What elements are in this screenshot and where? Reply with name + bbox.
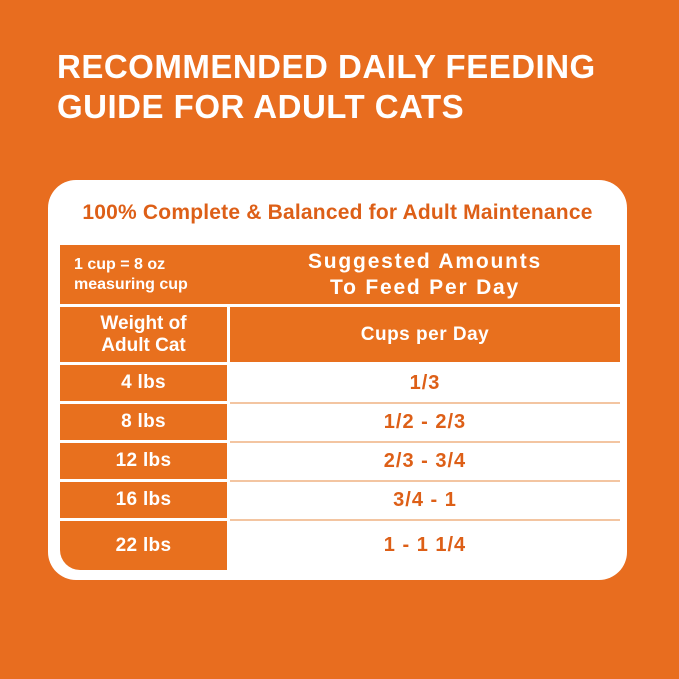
table-row: 8 lbs 1/2 - 2/3 xyxy=(60,404,620,443)
measuring-cup-note-line2: measuring cup xyxy=(74,275,188,293)
measuring-cup-note-line1: 1 cup = 8 oz xyxy=(74,255,166,273)
weight-cell: 8 lbs xyxy=(60,404,230,443)
table-header-band: 1 cup = 8 oz measuring cup Suggested Amo… xyxy=(60,245,620,307)
cups-cell: 1/3 xyxy=(230,365,620,404)
cups-cell: 2/3 - 3/4 xyxy=(230,443,620,482)
table-row: 16 lbs 3/4 - 1 xyxy=(60,482,620,521)
weight-cell: 16 lbs xyxy=(60,482,230,521)
suggested-amounts-header: Suggested Amounts To Feed Per Day xyxy=(230,249,620,301)
measuring-cup-note: 1 cup = 8 oz measuring cup xyxy=(60,255,230,295)
cups-column-header: Cups per Day xyxy=(230,307,620,365)
feeding-guide-card: 100% Complete & Balanced for Adult Maint… xyxy=(48,180,627,580)
cups-cell: 1 - 1 1/4 xyxy=(230,521,620,570)
card-subtitle: 100% Complete & Balanced for Adult Maint… xyxy=(82,200,593,224)
cups-cell: 3/4 - 1 xyxy=(230,482,620,521)
table-row: 4 lbs 1/3 xyxy=(60,365,620,404)
cups-cell: 1/2 - 2/3 xyxy=(230,404,620,443)
feeding-table: 1 cup = 8 oz measuring cup Suggested Amo… xyxy=(60,245,620,570)
suggested-amounts-line1: Suggested Amounts xyxy=(308,249,542,273)
column-headers-row: Weight of Adult Cat Cups per Day xyxy=(60,307,620,365)
table-row: 12 lbs 2/3 - 3/4 xyxy=(60,443,620,482)
page-title-line2: GUIDE FOR ADULT CATS xyxy=(57,88,465,125)
weight-cell: 12 lbs xyxy=(60,443,230,482)
page-title-line1: RECOMMENDED DAILY FEEDING xyxy=(57,48,596,85)
weight-column-header-line2: Adult Cat xyxy=(101,334,186,356)
weight-column-header: Weight of Adult Cat xyxy=(60,307,230,365)
weight-column-header-line1: Weight of xyxy=(100,312,187,334)
cups-column-header-label: Cups per Day xyxy=(360,323,490,345)
table-row: 22 lbs 1 - 1 1/4 xyxy=(60,521,620,570)
suggested-amounts-line2: To Feed Per Day xyxy=(330,275,520,299)
weight-cell: 4 lbs xyxy=(60,365,230,404)
page-title: RECOMMENDED DAILY FEEDING GUIDE FOR ADUL… xyxy=(57,47,596,127)
weight-cell: 22 lbs xyxy=(60,521,230,570)
